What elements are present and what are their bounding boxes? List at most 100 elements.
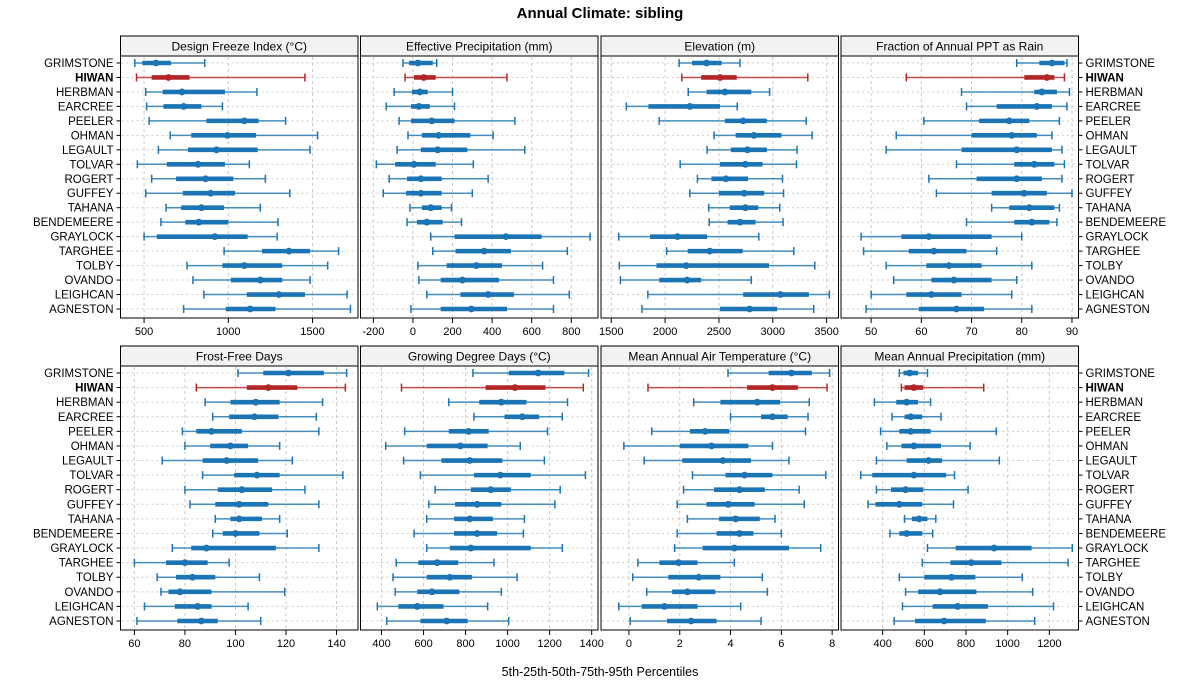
x-tick-label: 1000	[495, 638, 519, 650]
median-dot	[264, 384, 272, 391]
median-dot	[967, 559, 975, 567]
median-dot	[719, 457, 727, 464]
station-label-left: ROGERT	[65, 485, 114, 497]
station-label-left: PEELER	[68, 426, 113, 438]
median-dot	[686, 103, 694, 110]
median-dot	[940, 617, 948, 625]
x-tick-label: 0	[626, 638, 632, 650]
median-dot	[435, 131, 443, 139]
station-label-right: OHMAN	[1086, 441, 1129, 453]
median-dot	[1028, 218, 1036, 226]
station-label-right: AGNESTON	[1086, 304, 1150, 316]
x-tick-label: 1200	[537, 638, 561, 650]
station-label-right: HERBMAN	[1086, 87, 1144, 99]
median-dot	[413, 603, 421, 610]
station-label-right: GRAYLOCK	[1086, 543, 1149, 555]
panel-box	[840, 365, 1079, 631]
median-dot	[703, 59, 710, 67]
median-dot	[1048, 59, 1056, 67]
station-label-left: TARGHEE	[59, 558, 114, 570]
station-label-left: GRAYLOCK	[50, 543, 113, 555]
median-dot	[744, 146, 751, 154]
median-dot	[695, 573, 703, 581]
median-dot	[213, 146, 220, 154]
median-dot	[902, 486, 909, 494]
strip-title: Mean Annual Air Temperature (°C)	[628, 350, 811, 364]
station-label-right: TARGHEE	[1086, 246, 1141, 258]
median-dot	[165, 74, 172, 81]
median-dot	[484, 291, 492, 298]
median-dot	[240, 117, 248, 125]
median-dot	[207, 189, 215, 197]
strip-title: Design Freeze Index (°C)	[171, 40, 307, 54]
x-tick-label: 70	[965, 326, 977, 338]
median-dot	[674, 233, 681, 241]
median-dot	[534, 369, 542, 377]
median-dot	[950, 276, 958, 284]
median-dot	[1030, 160, 1038, 168]
median-dot	[202, 175, 209, 183]
station-label-left: OHMAN	[71, 441, 114, 453]
median-dot	[203, 544, 210, 552]
station-label-right: GRIMSTONE	[1086, 368, 1156, 380]
station-label-left: ROGERT	[65, 174, 114, 186]
median-dot	[769, 384, 776, 391]
x-tick-label: 60	[915, 326, 927, 338]
station-label-left: OVANDO	[65, 275, 114, 287]
median-dot	[682, 262, 690, 269]
median-dot	[178, 88, 186, 96]
median-dot	[736, 530, 743, 537]
x-tick-label: 100	[226, 638, 244, 650]
x-tick-label: 80	[179, 638, 191, 650]
strip-title: Fraction of Annual PPT as Rain	[876, 40, 1043, 54]
median-dot	[750, 131, 758, 139]
median-dot	[152, 59, 160, 67]
median-dot	[428, 588, 436, 596]
x-tick-label: 120	[277, 638, 295, 650]
median-dot	[427, 204, 435, 212]
median-dot	[480, 247, 488, 255]
median-dot	[194, 603, 201, 610]
median-dot	[423, 218, 431, 226]
median-dot	[467, 305, 475, 313]
median-dot	[211, 233, 219, 241]
station-label-left: EARCREE	[58, 101, 114, 113]
median-dot	[416, 88, 424, 96]
median-dot	[736, 218, 744, 226]
station-label-right: TARGHEE	[1086, 558, 1141, 570]
x-tick-label: 60	[128, 638, 140, 650]
median-dot	[197, 204, 205, 212]
x-tick-label: 6	[778, 638, 784, 650]
median-dot	[443, 617, 451, 625]
station-label-right: OVANDO	[1086, 275, 1135, 287]
station-label-right: ROGERT	[1086, 174, 1135, 186]
x-tick-label: 2500	[707, 326, 731, 338]
panel-box	[120, 55, 359, 319]
median-dot	[953, 305, 960, 313]
station-label-right: BENDEMEERE	[1086, 528, 1167, 540]
station-label-right: LEIGHCAN	[1086, 290, 1145, 302]
station-label-left: AGNESTON	[49, 616, 113, 628]
median-dot	[1013, 175, 1021, 183]
median-dot	[417, 189, 425, 197]
station-label-left: LEIGHCAN	[55, 601, 114, 613]
median-dot	[907, 413, 915, 421]
station-label-left: TARGHEE	[59, 246, 114, 258]
station-label-left: PEELER	[68, 116, 113, 128]
x-tick-label: 400	[483, 326, 501, 338]
panel-box	[840, 55, 1079, 319]
station-label-right: PEELER	[1086, 426, 1131, 438]
median-dot	[180, 103, 188, 110]
median-dot	[194, 160, 202, 168]
station-label-left: TAHANA	[68, 514, 114, 526]
median-dot	[246, 305, 254, 313]
x-tick-label: -200	[362, 326, 384, 338]
median-dot	[251, 413, 258, 421]
median-dot	[420, 74, 428, 81]
panel-box	[600, 365, 839, 631]
median-dot	[410, 160, 418, 168]
median-dot	[1013, 146, 1021, 154]
station-label-right: GUFFEY	[1086, 499, 1133, 511]
median-dot	[925, 233, 933, 241]
station-label-right: EARCREE	[1086, 412, 1142, 424]
